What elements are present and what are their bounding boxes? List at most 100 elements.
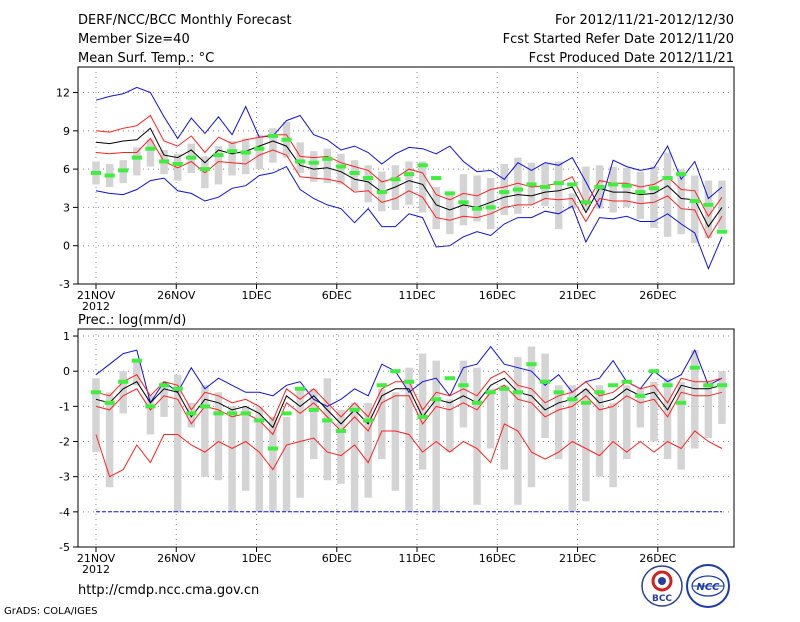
- median-marker: [417, 414, 428, 419]
- ensemble-box: [133, 360, 141, 386]
- ensemble-box: [255, 134, 264, 170]
- series-line-max: [95, 345, 723, 407]
- median-marker: [444, 376, 455, 381]
- x-tick-label: 26DEC: [639, 289, 676, 302]
- x-tick-label: 1DEC: [241, 552, 271, 565]
- ensemble-box: [486, 388, 495, 449]
- ensemble-box: [323, 148, 332, 184]
- ensemble-box: [459, 174, 468, 226]
- series-line-mean-minus: [95, 384, 723, 436]
- footer-url[interactable]: http://cmdp.ncc.cma.gov.cn: [78, 583, 259, 598]
- y-tick-label: -1: [59, 400, 70, 413]
- x-tick-label: 1DEC: [241, 289, 271, 302]
- ensemble-box: [554, 385, 563, 460]
- bcc-logo: BCC: [641, 565, 683, 607]
- x-tick-year: 2012: [82, 300, 110, 313]
- ensemble-box: [459, 360, 468, 428]
- ensemble-box: [173, 374, 182, 512]
- median-marker: [567, 182, 578, 187]
- y-tick-label: -2: [59, 436, 70, 449]
- ensemble-box: [527, 346, 536, 488]
- ensemble-box: [337, 409, 345, 484]
- median-marker: [499, 386, 510, 391]
- ensemble-box: [609, 402, 617, 488]
- ensemble-box: [214, 146, 223, 185]
- bcc-logo-ring: [641, 565, 683, 607]
- ensemble-box: [704, 180, 713, 239]
- ensemble-box: [269, 416, 277, 512]
- ensemble-box: [146, 139, 155, 167]
- median-marker: [145, 404, 156, 409]
- ensemble-box: [663, 378, 672, 460]
- median-marker: [118, 379, 129, 384]
- median-marker: [621, 183, 632, 188]
- fcst-produced-date: Fcst Produced Date 2012/11/21: [529, 51, 734, 66]
- median-marker: [158, 159, 170, 164]
- ensemble-box: [473, 367, 481, 505]
- x-tick-label: 21NOV: [77, 552, 116, 565]
- ensemble-box: [650, 166, 658, 228]
- y-tick-label: -4: [59, 506, 70, 519]
- median-marker: [186, 411, 197, 416]
- median-marker: [335, 164, 347, 169]
- y-tick-label: 3: [63, 201, 70, 214]
- series-line-mean: [95, 127, 723, 228]
- ensemble-box: [718, 371, 726, 424]
- ensemble-box: [309, 151, 318, 182]
- x-tick-label: 11DEC: [398, 289, 435, 302]
- ensemble-box: [296, 388, 304, 498]
- median-marker: [240, 150, 251, 155]
- median-marker: [471, 206, 483, 211]
- median-marker: [213, 153, 224, 158]
- ensemble-box: [704, 381, 713, 438]
- x-tick-label: 6DEC: [322, 552, 352, 565]
- ensemble-box: [146, 395, 155, 435]
- ensemble-box: [677, 381, 685, 470]
- median-marker: [689, 199, 700, 204]
- ensemble-box: [582, 166, 590, 210]
- median-marker: [444, 191, 455, 196]
- median-marker: [90, 390, 102, 395]
- median-marker: [295, 159, 306, 164]
- median-marker: [172, 386, 183, 391]
- member-size: Member Size=40: [78, 32, 190, 47]
- median-marker: [648, 369, 660, 374]
- median-marker: [308, 407, 319, 412]
- median-marker: [471, 400, 483, 405]
- bcc-logo-core-icon: [658, 577, 666, 585]
- median-marker: [458, 200, 469, 205]
- variable-label-prec: Prec.: log(mm/d): [78, 313, 186, 328]
- ensemble-box: [105, 392, 114, 488]
- ensemble-box: [486, 178, 495, 230]
- median-marker: [485, 390, 496, 395]
- median-marker: [499, 190, 510, 195]
- ensemble-box: [691, 350, 699, 449]
- ensemble-box: [514, 157, 522, 214]
- x-tick-label: 26DEC: [639, 552, 676, 565]
- median-marker: [254, 418, 265, 423]
- ensemble-box: [337, 153, 345, 185]
- ensemble-box: [677, 169, 685, 235]
- median-marker: [226, 411, 238, 416]
- x-tick-label: 16DEC: [479, 552, 516, 565]
- median-marker: [539, 379, 551, 384]
- median-marker: [703, 202, 714, 207]
- y-tick-label: 0: [63, 240, 70, 253]
- median-marker: [594, 184, 605, 189]
- median-marker: [295, 386, 306, 391]
- ensemble-box: [432, 186, 440, 230]
- ensemble-box: [391, 392, 400, 491]
- ensemble-box: [92, 378, 100, 453]
- median-marker: [226, 149, 238, 154]
- median-marker: [145, 146, 156, 151]
- ensemble-box: [214, 392, 223, 481]
- median-marker: [662, 176, 673, 181]
- ensemble-box: [595, 385, 604, 477]
- ensemble-box: [269, 128, 277, 163]
- ensemble-box: [446, 399, 454, 453]
- ensemble-box: [364, 402, 372, 498]
- x-tick-label: 21NOV: [77, 289, 116, 302]
- median-marker: [104, 400, 115, 405]
